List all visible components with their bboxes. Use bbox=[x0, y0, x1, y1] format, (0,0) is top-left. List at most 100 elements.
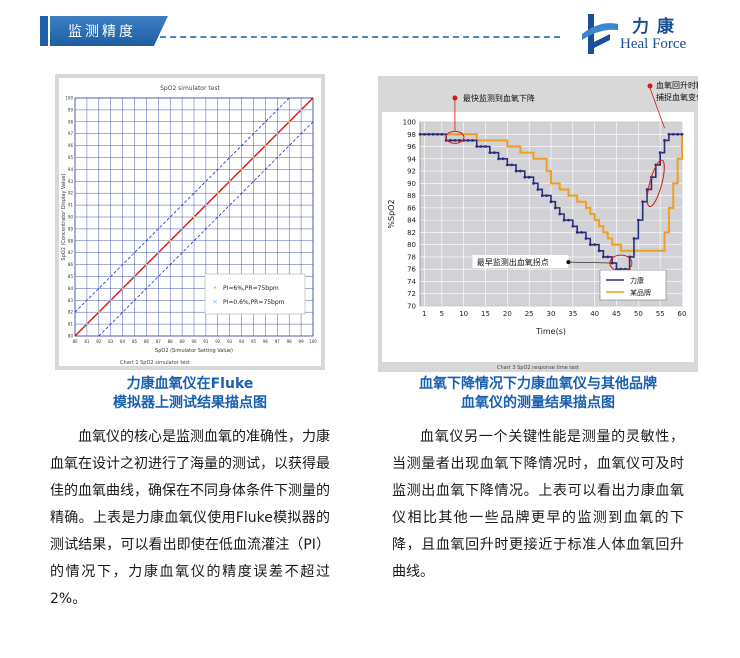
right-annotation-earliest-box bbox=[472, 255, 569, 269]
right-data-point bbox=[431, 132, 435, 136]
left-chart-legend: • PI=6%,PR=75bpm × PI=0.6%,PR=75bpm bbox=[204, 273, 306, 315]
left-caption-line2: 模拟器上测试结果描点图 bbox=[113, 395, 267, 411]
left-caption: 力康血氧仪在Fluke 模拟器上测试结果描点图 bbox=[40, 375, 340, 413]
right-annotation-dot-earliest bbox=[566, 260, 571, 265]
right-data-point bbox=[501, 157, 505, 161]
right-data-point bbox=[632, 237, 636, 240]
header-dashed-line bbox=[160, 36, 560, 38]
right-annotation-ellipse-fastest bbox=[445, 130, 465, 144]
right-legend-label: 某品牌 bbox=[630, 288, 651, 297]
right-leader-line-recover bbox=[649, 87, 665, 129]
right-data-point bbox=[505, 163, 509, 167]
right-data-point bbox=[471, 139, 474, 142]
section-title: 监测精度 bbox=[50, 16, 168, 46]
page-header: 监测精度 力康 Heal Force bbox=[0, 0, 740, 62]
left-data-point bbox=[204, 203, 208, 207]
brand-logo: 力康 Heal Force bbox=[580, 12, 730, 58]
right-data-point bbox=[436, 132, 439, 136]
left-x-tick-label: 100 bbox=[309, 339, 317, 344]
right-y-tick-label: 76 bbox=[407, 266, 416, 274]
right-data-point bbox=[449, 139, 452, 142]
left-x-tick-label: 95 bbox=[251, 339, 257, 344]
logo-chinese-name: 力康 bbox=[632, 17, 682, 37]
left-chart-caption: Chart 1 SpO2 simulator test bbox=[120, 360, 190, 366]
right-y-tick-label: 80 bbox=[407, 241, 416, 249]
right-y-tick-label: 98 bbox=[407, 131, 416, 139]
left-x-tick-label: 83 bbox=[108, 339, 114, 344]
right-x-tick-label: 45 bbox=[612, 310, 621, 318]
left-y-tick-label: 84 bbox=[68, 286, 74, 291]
right-data-point bbox=[571, 224, 575, 228]
right-y-tick-label: 90 bbox=[407, 180, 416, 188]
right-data-point bbox=[597, 249, 601, 253]
right-data-point bbox=[658, 151, 662, 155]
right-y-tick-label: 88 bbox=[407, 192, 416, 200]
right-data-point bbox=[418, 132, 422, 136]
left-y-tick-label: 82 bbox=[68, 310, 74, 315]
right-y-tick-label: 84 bbox=[407, 217, 416, 225]
right-x-tick-label: 55 bbox=[656, 310, 665, 318]
right-data-point bbox=[532, 181, 535, 185]
left-x-tick-label: 96 bbox=[263, 339, 269, 344]
left-data-point bbox=[299, 108, 303, 112]
right-data-point bbox=[527, 175, 531, 179]
right-data-point bbox=[457, 139, 461, 142]
right-data-point bbox=[641, 200, 645, 204]
right-x-tick-label: 60 bbox=[678, 310, 687, 318]
left-data-point bbox=[276, 132, 279, 135]
left-x-tick-label: 89 bbox=[180, 339, 186, 344]
left-y-tick-label: 100 bbox=[65, 96, 73, 101]
right-x-tick-label: 40 bbox=[590, 310, 599, 318]
right-data-point bbox=[584, 237, 588, 240]
right-y-tick-label: 78 bbox=[407, 253, 416, 261]
simulator-scatter-chart: SpO2 simulator test 80 81 82 83 84 85 86 87 88 89 9… bbox=[59, 78, 321, 366]
left-y-tick-label: 88 bbox=[68, 238, 74, 243]
right-x-tick-label: 50 bbox=[634, 310, 643, 318]
left-x-tick-label: 99 bbox=[299, 339, 305, 344]
right-y-tick-label: 100 bbox=[403, 119, 416, 127]
right-x-tick-label: 1 bbox=[422, 310, 426, 318]
right-data-point bbox=[602, 255, 605, 259]
right-y-tick-label: 82 bbox=[407, 229, 416, 237]
right-x-tick-label: 20 bbox=[503, 310, 512, 318]
right-data-point bbox=[663, 139, 666, 142]
left-x-tick-label: 91 bbox=[203, 339, 209, 344]
left-chart-title: SpO2 simulator test bbox=[160, 85, 220, 92]
left-y-tick-label: 96 bbox=[68, 143, 74, 148]
logo-english-name: Heal Force bbox=[620, 36, 687, 52]
left-x-tick-label: 86 bbox=[144, 339, 150, 344]
left-y-tick-label: 95 bbox=[68, 155, 74, 160]
left-y-tick-label: 85 bbox=[68, 274, 74, 279]
right-y-tick-label: 86 bbox=[407, 204, 416, 212]
right-data-point bbox=[492, 151, 496, 155]
right-annotation-fastest: 最快监测到血氧下降 bbox=[463, 93, 535, 103]
left-x-tick-label: 81 bbox=[84, 339, 90, 344]
right-data-point bbox=[510, 163, 514, 167]
right-data-point bbox=[427, 132, 431, 136]
left-x-tick-label: 93 bbox=[227, 339, 233, 344]
left-y-tick-label: 98 bbox=[68, 119, 74, 124]
right-data-point bbox=[671, 132, 675, 136]
left-paragraph: 血氧仪的核心是监测血氧的准确性，力康血氧在设计之初进行了海量的测试，以获得最佳的… bbox=[50, 429, 330, 607]
right-x-tick-label: 10 bbox=[459, 310, 468, 318]
left-x-tick-label: 82 bbox=[96, 339, 102, 344]
left-y-tick-label: 89 bbox=[68, 226, 74, 231]
right-data-point bbox=[588, 243, 592, 247]
left-data-point bbox=[133, 275, 136, 278]
right-y-tick-label: 74 bbox=[407, 278, 416, 286]
left-data-point bbox=[240, 168, 243, 171]
right-data-point bbox=[667, 132, 671, 136]
right-data-point bbox=[676, 132, 680, 136]
right-annotation-earliest: 最早监测出血氧拐点 bbox=[477, 257, 549, 267]
right-data-point bbox=[567, 218, 570, 222]
right-data-point bbox=[453, 139, 457, 142]
left-y-tick-label: 97 bbox=[68, 131, 74, 136]
right-annotation-ellipse-recover bbox=[646, 159, 665, 208]
right-series-line-healforce bbox=[420, 133, 682, 270]
left-x-tick-label: 90 bbox=[191, 339, 197, 344]
right-data-point bbox=[593, 243, 597, 247]
right-y-tick-label: 94 bbox=[407, 155, 416, 163]
right-data-point bbox=[479, 145, 483, 148]
left-y-tick-label: 86 bbox=[68, 262, 74, 267]
right-data-point bbox=[519, 169, 522, 173]
